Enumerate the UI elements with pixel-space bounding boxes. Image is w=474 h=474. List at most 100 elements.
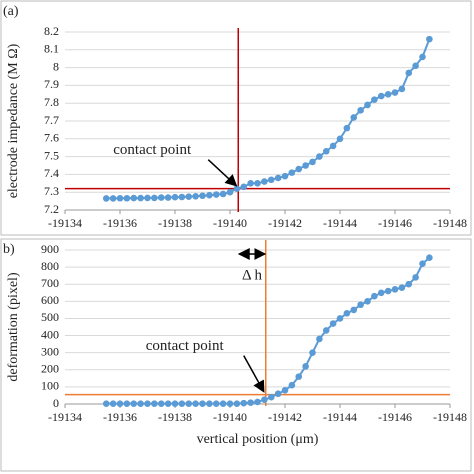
data-point — [240, 183, 248, 191]
x-tick-label: -19144 — [323, 216, 357, 230]
data-point — [267, 176, 275, 184]
x-tick-label: -19142 — [268, 410, 302, 424]
data-point — [157, 400, 165, 407]
data-point — [281, 387, 289, 394]
data-point — [219, 190, 227, 198]
data-point — [226, 188, 234, 196]
data-point — [109, 400, 117, 407]
data-point — [206, 400, 213, 407]
data-point — [116, 400, 124, 407]
x-tick-label: -19140 — [213, 216, 247, 230]
data-point — [240, 399, 248, 407]
y-tick-label: 400 — [41, 327, 59, 341]
y-tick-label: 7.6 — [44, 131, 59, 145]
data-point — [357, 107, 364, 114]
y-tick-label: 0 — [53, 396, 59, 410]
x-tick-label: -19146 — [378, 410, 412, 424]
y-tick-label: 900 — [41, 242, 59, 256]
panel-frame — [0, 0, 472, 236]
y-tick-label: 7.9 — [44, 77, 59, 91]
panel-label: b) — [3, 242, 15, 257]
x-tick-label: -19138 — [158, 216, 192, 230]
panel-label: (a) — [3, 4, 19, 19]
data-point — [350, 114, 358, 121]
data-point — [185, 193, 193, 200]
data-point — [261, 396, 268, 404]
data-point — [137, 194, 144, 202]
data-point — [137, 400, 144, 407]
data-point — [116, 194, 124, 202]
y-tick-label: 100 — [41, 379, 59, 393]
data-point — [350, 306, 358, 314]
data-point — [412, 62, 419, 70]
data-point — [261, 178, 268, 185]
data-point — [329, 142, 337, 150]
data-point — [144, 400, 151, 407]
data-point — [151, 400, 158, 407]
data-point — [329, 320, 337, 327]
x-tick-label: -19144 — [323, 410, 357, 424]
data-point — [336, 315, 344, 322]
data-point — [130, 400, 138, 407]
y-tick-label: 7.7 — [44, 113, 59, 127]
y-tick-label: 7.2 — [44, 202, 59, 216]
data-point — [343, 124, 351, 132]
data-point — [212, 191, 220, 198]
data-point — [226, 400, 234, 407]
data-point — [316, 153, 323, 160]
data-point — [377, 289, 385, 297]
data-point — [206, 191, 213, 199]
data-point — [412, 274, 419, 281]
data-point — [123, 400, 131, 407]
y-tick-label: 8 — [53, 59, 59, 73]
data-point — [123, 194, 131, 202]
annotation-arrow — [243, 355, 265, 393]
data-point — [391, 286, 399, 293]
y-tick-label: 700 — [41, 276, 59, 290]
data-point — [322, 147, 330, 155]
data-point — [144, 194, 151, 202]
y-tick-label: 300 — [41, 344, 59, 358]
data-point — [274, 390, 282, 398]
data-point — [102, 400, 110, 407]
data-point — [151, 194, 158, 202]
data-point — [371, 96, 378, 103]
y-tick-label: 800 — [41, 259, 59, 273]
x-tick-label: -19146 — [378, 216, 412, 230]
y-tick-label: 7.8 — [44, 95, 59, 109]
data-point — [405, 280, 413, 288]
data-point — [247, 399, 254, 406]
data-point — [391, 89, 399, 96]
data-point — [309, 158, 316, 166]
data-point — [109, 195, 117, 202]
data-point — [233, 400, 241, 407]
y-tick-label: 7.5 — [44, 148, 59, 162]
data-point — [274, 174, 282, 182]
data-point — [199, 192, 206, 200]
data-point — [288, 381, 296, 389]
data-point — [309, 349, 316, 356]
y-tick-label: 7.4 — [44, 166, 59, 180]
data-point — [267, 393, 275, 401]
data-point — [398, 284, 406, 291]
data-point — [357, 301, 364, 309]
data-point — [130, 194, 138, 202]
data-point — [426, 254, 433, 261]
y-tick-label: 8.2 — [44, 24, 59, 38]
annotation: contact point — [113, 142, 192, 158]
data-point — [288, 169, 296, 176]
data-point — [192, 400, 199, 407]
data-point — [322, 327, 330, 334]
y-axis-label: deformation (pixel) — [6, 272, 21, 382]
data-point — [247, 180, 254, 187]
data-point — [364, 298, 371, 305]
annotation: contact point — [146, 338, 225, 354]
data-point — [254, 398, 261, 406]
data-point — [302, 162, 309, 169]
data-point — [377, 92, 385, 100]
y-axis-label: electrode impedance (M Ω) — [6, 43, 21, 198]
data-point — [419, 53, 426, 61]
data-point — [178, 400, 186, 407]
y-tick-label: 7.3 — [44, 184, 59, 198]
data-point — [212, 400, 220, 407]
